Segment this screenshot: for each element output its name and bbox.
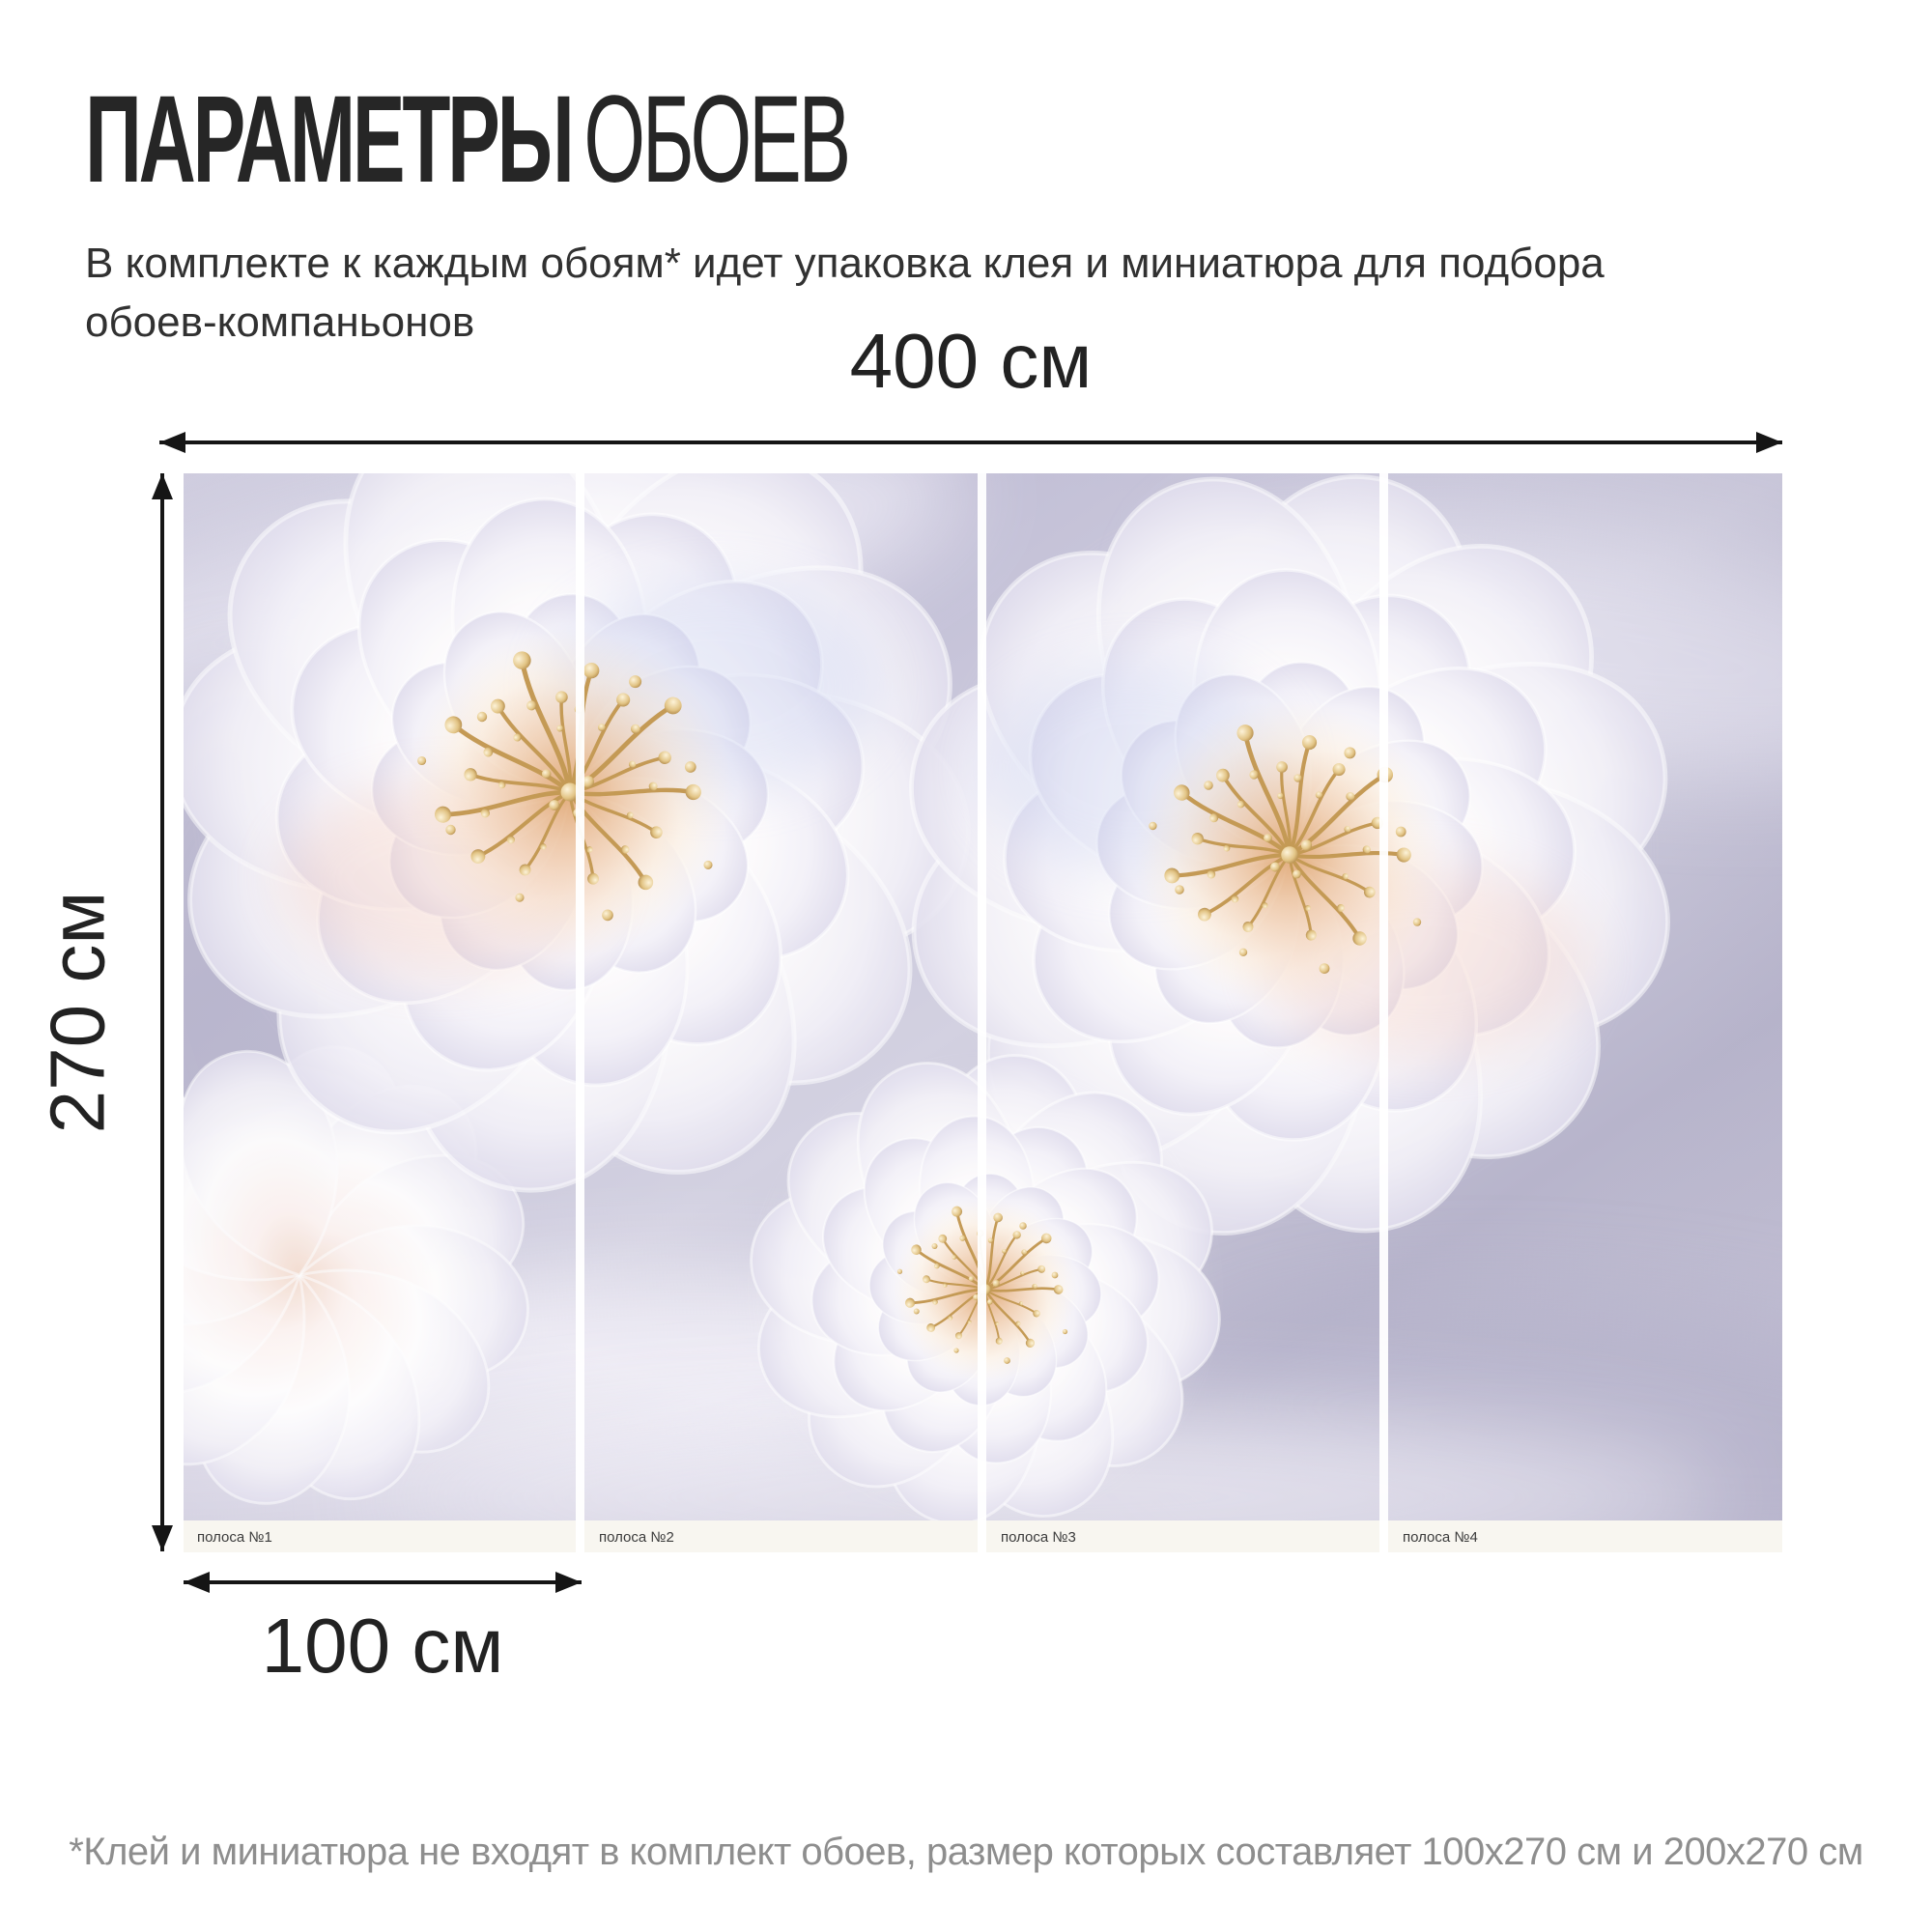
dimension-height-text: 270 см xyxy=(34,891,121,1134)
arrow-down-head-icon xyxy=(152,1525,173,1551)
flower-right xyxy=(808,473,1772,1337)
arrow-up-head-icon xyxy=(152,473,173,499)
dimension-strip-width-arrow xyxy=(184,1572,582,1593)
dimension-height-arrow xyxy=(152,473,173,1551)
strip-label-1: полоса №1 xyxy=(197,1529,272,1546)
page-title-secondary: ОБОЕВ xyxy=(583,71,851,209)
arrow-left-head-icon xyxy=(159,432,185,453)
strip-label-3: полоса №3 xyxy=(1001,1529,1076,1546)
arrow-right-head-icon xyxy=(1756,432,1782,453)
flower-back-left xyxy=(184,992,582,1552)
wallpaper-image: полоса №1 полоса №2 полоса №3 полоса №4 xyxy=(184,473,1782,1552)
arrow-right-head-icon xyxy=(555,1572,582,1593)
arrow-left-head-icon xyxy=(184,1572,210,1593)
dimension-width-label: 400 см xyxy=(849,318,1093,404)
subtitle-line-1: В комплекте к каждым обоям* идет упаковк… xyxy=(85,240,1605,287)
subtitle-line-2: обоев-компаньонов xyxy=(85,298,475,346)
strip-label-2: полоса №2 xyxy=(599,1529,674,1546)
dimension-strip-width-label: 100 см xyxy=(261,1603,504,1689)
dimension-height-label: 270 см xyxy=(14,473,141,1551)
flower-left xyxy=(184,473,1037,1259)
wallpaper-preview: полоса №1 полоса №2 полоса №3 полоса №4 xyxy=(184,473,1782,1552)
dimension-width-arrow xyxy=(159,432,1782,453)
page-title-primary: ПАРАМЕТРЫ xyxy=(85,71,575,209)
strip-dividers xyxy=(576,473,1388,1552)
footnote: *Клей и миниатюра не входят в комплект о… xyxy=(69,1831,1863,1873)
subtitle: В комплекте к каждым обоям* идет упаковк… xyxy=(85,235,1605,352)
page-title: ПАРАМЕТРЫОБОЕВ xyxy=(85,75,851,204)
strip-labels: полоса №1 полоса №2 полоса №3 полоса №4 xyxy=(197,1529,1478,1546)
strip-label-4: полоса №4 xyxy=(1403,1529,1478,1546)
